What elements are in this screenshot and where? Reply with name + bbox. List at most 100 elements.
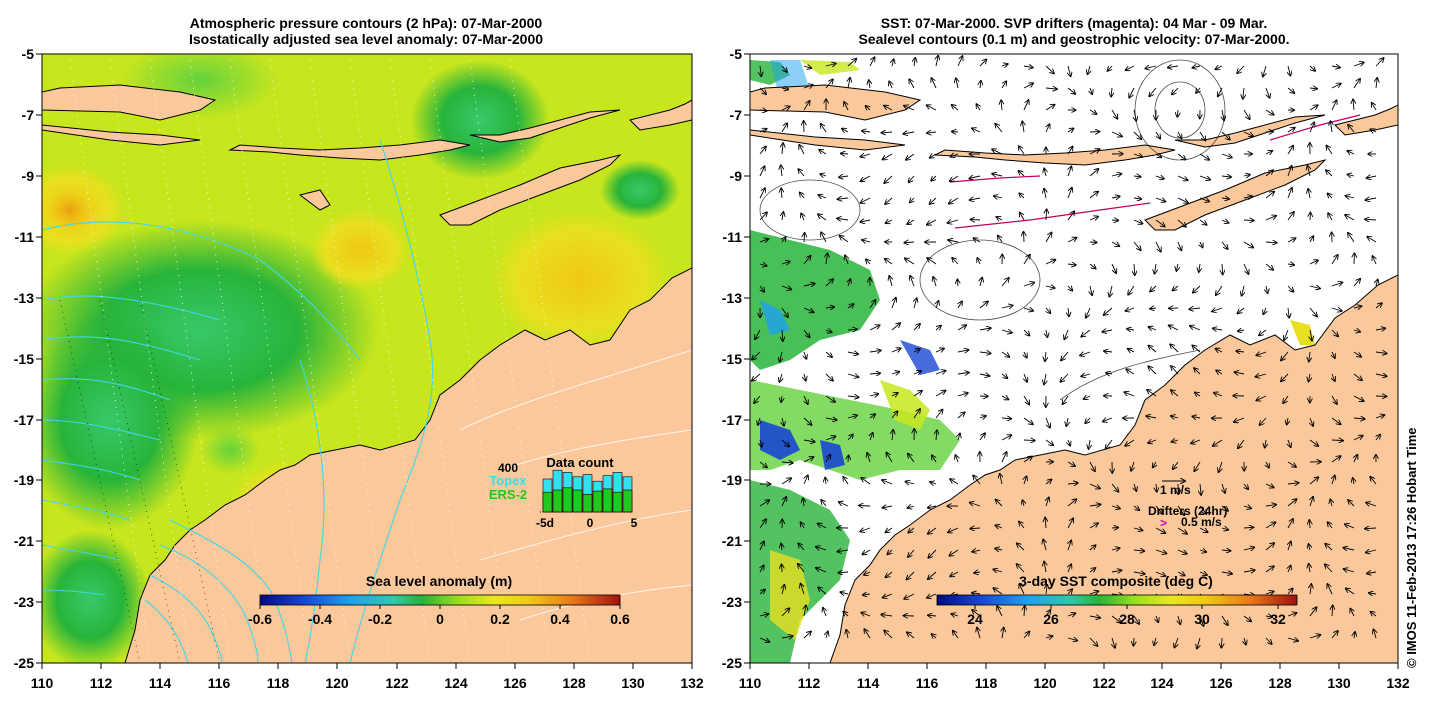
velocity-arrow xyxy=(759,541,764,551)
sst-tick: 24 xyxy=(967,611,983,627)
velocity-arrow xyxy=(1328,213,1332,221)
velocity-arrow xyxy=(995,124,1003,133)
lat-label: -13 xyxy=(14,290,34,306)
velocity-arrow xyxy=(886,453,893,463)
velocity-arrow xyxy=(1089,110,1097,114)
lat-label: -19 xyxy=(14,472,34,488)
velocity-arrow xyxy=(1111,483,1118,492)
velocity-arrow xyxy=(1045,480,1052,485)
velocity-arrow xyxy=(1148,440,1157,443)
lon-label: 130 xyxy=(621,675,645,691)
velocity-arrow xyxy=(913,391,922,397)
velocity-arrow xyxy=(1024,476,1027,485)
velocity-arrow xyxy=(1046,307,1050,313)
velocity-arrow xyxy=(1331,395,1337,404)
velocity-arrow xyxy=(980,278,982,287)
ers2-count-bar xyxy=(622,489,633,513)
velocity-arrow xyxy=(804,351,806,359)
velocity-arrow xyxy=(825,418,837,420)
velocity-arrow xyxy=(1112,637,1115,648)
velocity-arrow xyxy=(1153,461,1156,467)
velocity-arrow xyxy=(1353,418,1365,419)
velocity-arrow xyxy=(1068,166,1071,177)
velocity-arrow xyxy=(1354,455,1357,463)
sla-colorbar-title: Sea level anomaly (m) xyxy=(366,573,512,589)
velocity-legend: 1 m/s Drifters (24hr) > 0.5 m/s xyxy=(1148,481,1227,530)
velocity-arrow xyxy=(979,328,991,330)
velocity-arrow xyxy=(1259,329,1267,335)
legend-topex: Topex xyxy=(489,473,527,488)
velocity-arrow xyxy=(818,214,827,221)
velocity-arrow xyxy=(1106,439,1113,449)
velocity-arrow xyxy=(1325,564,1333,573)
velocity-arrow xyxy=(1219,461,1223,472)
velocity-arrow xyxy=(1023,100,1029,111)
velocity-arrow xyxy=(885,197,893,204)
velocity-arrow xyxy=(862,240,871,242)
sla-tick: 0 xyxy=(436,611,444,627)
velocity-arrow xyxy=(1221,154,1232,158)
velocity-arrow xyxy=(1221,505,1228,511)
velocity-arrow xyxy=(861,478,871,485)
velocity-arrow xyxy=(903,132,915,134)
velocity-arrow xyxy=(998,236,1002,243)
velocity-arrow xyxy=(1089,523,1098,529)
velocity-arrow xyxy=(803,284,815,286)
velocity-arrow xyxy=(1265,242,1277,243)
velocity-arrow xyxy=(931,78,937,89)
velocity-arrow xyxy=(1133,506,1139,510)
velocity-arrow xyxy=(1255,374,1267,377)
velocity-arrow xyxy=(1177,197,1188,203)
left-lat-axis: -5 -7 -9 -11 -13 -15 -17 -19 -21 -23 -25 xyxy=(14,46,42,671)
velocity-arrow xyxy=(974,572,981,573)
velocity-arrow xyxy=(932,455,936,463)
velocity-arrow xyxy=(936,56,938,67)
velocity-arrow xyxy=(977,628,980,639)
velocity-arrow xyxy=(1366,550,1377,553)
velocity-arrow xyxy=(1089,568,1095,572)
velocity-arrow xyxy=(847,396,859,397)
velocity-arrow xyxy=(1046,610,1050,617)
velocity-arrow xyxy=(1086,307,1091,318)
velocity-arrow xyxy=(825,330,832,332)
lon-label: 112 xyxy=(90,675,113,691)
sla-tick: 0.6 xyxy=(610,611,630,627)
velocity-arrow xyxy=(958,301,962,309)
velocity-arrow xyxy=(979,352,991,353)
dc-tick: 5 xyxy=(631,516,638,530)
velocity-arrow xyxy=(825,436,836,440)
velocity-arrow xyxy=(1068,65,1071,76)
velocity-arrow xyxy=(1265,522,1275,529)
velocity-arrow xyxy=(760,439,762,447)
velocity-arrow xyxy=(1287,87,1294,93)
velocity-arrow xyxy=(825,307,834,308)
velocity-arrow xyxy=(840,592,849,594)
velocity-arrow xyxy=(804,475,808,485)
lat-label: -11 xyxy=(723,229,743,245)
lat-label: -25 xyxy=(14,655,34,671)
velocity-arrow xyxy=(1045,65,1054,73)
velocity-arrow xyxy=(759,239,768,242)
velocity-arrow xyxy=(1046,124,1050,133)
velocity-arrow xyxy=(1023,329,1030,336)
velocity-arrow xyxy=(1128,285,1135,295)
velocity-arrow xyxy=(979,374,989,376)
velocity-arrow xyxy=(957,373,969,375)
velocity-arrow xyxy=(906,482,915,485)
velocity-arrow xyxy=(859,506,871,507)
velocity-arrow xyxy=(1345,215,1355,221)
velocity-arrow xyxy=(1375,58,1384,67)
velocity-arrow xyxy=(971,219,981,220)
velocity-arrow xyxy=(948,527,959,532)
velocity-arrow xyxy=(839,176,849,177)
velocity-arrow xyxy=(1266,87,1270,98)
velocity-arrow xyxy=(1309,286,1320,289)
velocity-arrow xyxy=(1199,527,1208,532)
velocity-arrow xyxy=(914,298,917,309)
velocity-arrow xyxy=(782,212,783,221)
velocity-arrow xyxy=(1019,584,1025,595)
velocity-arrow xyxy=(1235,372,1245,374)
velocity-arrow xyxy=(892,59,894,67)
velocity-arrow xyxy=(931,175,937,181)
velocity-arrow xyxy=(913,349,920,352)
